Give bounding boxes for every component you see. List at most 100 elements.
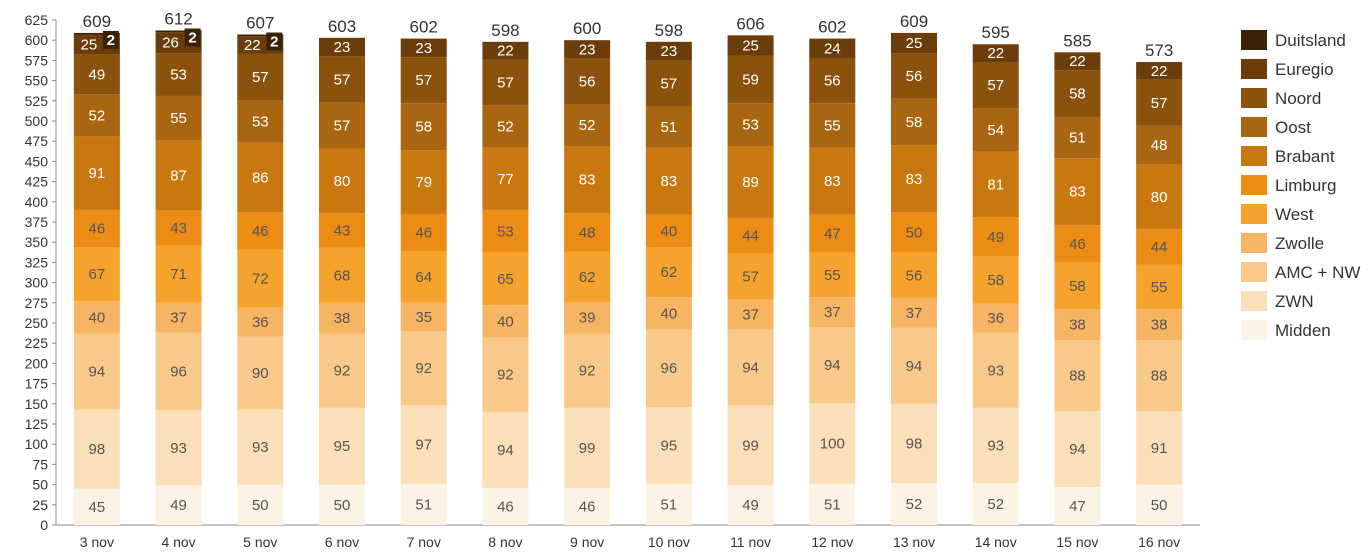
bar-segment-west bbox=[400, 251, 447, 303]
segment-value-label: 37 bbox=[742, 307, 759, 324]
legend-item: Noord bbox=[1241, 88, 1321, 108]
segment-value-label: 99 bbox=[579, 440, 596, 457]
segment-value-label: 57 bbox=[1151, 95, 1168, 112]
segment-value-label: 50 bbox=[1151, 497, 1168, 514]
segment-value-label: 22 bbox=[1151, 63, 1168, 80]
y-tick-label: 150 bbox=[25, 396, 49, 412]
segment-value-label: 49 bbox=[170, 497, 187, 514]
y-tick-label: 600 bbox=[25, 32, 49, 48]
bar-segment-zwolle bbox=[645, 297, 692, 330]
legend-item: Euregio bbox=[1241, 59, 1334, 79]
segment-value-label: 57 bbox=[415, 72, 432, 89]
segment-value-label: 80 bbox=[334, 173, 351, 190]
bar-stack: 51 100 94 37 55 47 83 55 56 24 602 bbox=[809, 18, 856, 525]
segment-value-label: 93 bbox=[170, 440, 187, 457]
segment-value-label: 68 bbox=[334, 267, 351, 284]
legend-swatch bbox=[1241, 320, 1267, 340]
bar-segment-amc-nw bbox=[482, 337, 529, 412]
segment-value-label: 43 bbox=[334, 222, 351, 239]
segment-value-label: 93 bbox=[987, 362, 1004, 379]
legend-item: Limburg bbox=[1241, 175, 1336, 195]
y-tick-label: 325 bbox=[25, 254, 49, 270]
bar-segment-amc-nw bbox=[155, 332, 202, 411]
bar-stack: 51 97 92 35 64 46 79 58 57 23 602 bbox=[400, 18, 447, 525]
bar-stack: 52 98 94 37 56 50 83 58 56 25 609 bbox=[891, 12, 937, 525]
bar-total-label: 602 bbox=[818, 18, 846, 37]
segment-value-label: 38 bbox=[1069, 317, 1086, 334]
bar-segment-oost bbox=[73, 94, 120, 137]
y-tick-label: 200 bbox=[25, 355, 49, 371]
segment-value-label: 55 bbox=[824, 267, 841, 284]
segment-value-label: 24 bbox=[824, 40, 841, 57]
segment-value-label: 23 bbox=[415, 40, 432, 57]
bar-segment-zwn bbox=[1136, 411, 1183, 485]
bar-segment-duitsland bbox=[155, 30, 202, 33]
legend-swatch bbox=[1241, 233, 1267, 253]
bar-segment-zwn bbox=[237, 409, 284, 485]
segment-value-label: 53 bbox=[497, 223, 514, 240]
bar-segment-limburg bbox=[1054, 225, 1101, 263]
bar-segment-noord bbox=[564, 58, 611, 105]
segment-value-label: 46 bbox=[497, 498, 514, 515]
bar-segment-limburg bbox=[319, 213, 365, 248]
legend-item: West bbox=[1241, 204, 1314, 224]
legend-label: Limburg bbox=[1275, 176, 1336, 195]
segment-value-label: 54 bbox=[987, 122, 1004, 139]
segment-value-label: 23 bbox=[579, 41, 596, 58]
segment-value-label: 71 bbox=[170, 266, 187, 283]
legend: Duitsland Euregio Noord Oost Brabant Limburg W… bbox=[1241, 30, 1360, 340]
bar-segment-amc-nw bbox=[400, 331, 447, 406]
segment-value-label: 46 bbox=[252, 223, 269, 240]
bar-segment-duitsland bbox=[237, 34, 284, 37]
bar-segment-oost bbox=[400, 103, 447, 151]
legend-item: Oost bbox=[1241, 117, 1311, 137]
segment-value-label: 57 bbox=[497, 75, 514, 92]
bar-segment-amc-nw bbox=[564, 333, 611, 408]
legend-swatch bbox=[1241, 291, 1267, 311]
segment-value-label: 95 bbox=[661, 437, 678, 454]
bar-segment-euregio bbox=[809, 38, 856, 58]
y-tick-label: 350 bbox=[25, 234, 49, 250]
segment-value-label: 98 bbox=[89, 441, 106, 458]
bar-stack: 51 95 96 40 62 40 83 51 57 23 598 bbox=[645, 21, 692, 525]
x-tick-label: 16 nov bbox=[1138, 534, 1180, 550]
bar-segment-euregio bbox=[1136, 62, 1183, 80]
segment-value-label: 57 bbox=[742, 269, 759, 286]
bar-segment-brabant bbox=[1054, 158, 1101, 226]
bar-segment-midden bbox=[1054, 487, 1101, 525]
legend-label: ZWN bbox=[1275, 292, 1314, 311]
bar-segment-amc-nw bbox=[237, 336, 284, 410]
legend-label: Zwolle bbox=[1275, 234, 1324, 253]
bar-segment-oost bbox=[891, 98, 937, 146]
segment-value-label: 51 bbox=[661, 119, 678, 136]
bar-segment-midden bbox=[155, 485, 202, 525]
legend-label: Midden bbox=[1275, 321, 1331, 340]
x-tick-label: 9 nov bbox=[570, 534, 604, 550]
segment-value-label: 25 bbox=[81, 37, 98, 54]
bar-segment-limburg bbox=[727, 217, 774, 254]
bar-segment-limburg bbox=[1136, 229, 1183, 265]
bar-segment-euregio bbox=[564, 40, 611, 59]
segment-value-label: 50 bbox=[906, 225, 923, 242]
bar-stack: 52 93 93 36 58 49 81 54 57 22 595 bbox=[972, 23, 1019, 525]
y-tick-label: 300 bbox=[25, 275, 49, 291]
segment-value-label: 79 bbox=[415, 174, 432, 191]
bar-total-label: 612 bbox=[164, 10, 192, 29]
segment-value-label: 94 bbox=[89, 363, 106, 380]
bar-segment-zwn bbox=[319, 407, 365, 485]
bar-segment-amc-nw bbox=[1054, 339, 1101, 412]
bar-segment-limburg bbox=[564, 213, 611, 252]
legend-swatch bbox=[1241, 262, 1267, 282]
segment-value-label: 52 bbox=[497, 119, 514, 136]
segment-value-label: 94 bbox=[742, 359, 759, 376]
bar-segment-midden bbox=[809, 483, 856, 525]
segment-value-label: 22 bbox=[987, 45, 1004, 62]
x-tick-label: 15 nov bbox=[1056, 534, 1098, 550]
bar-segment-midden bbox=[727, 485, 774, 525]
y-tick-label: 225 bbox=[25, 335, 49, 351]
x-tick-label: 12 nov bbox=[811, 534, 853, 550]
bar-segment-midden bbox=[645, 483, 692, 525]
segment-value-label: 25 bbox=[906, 35, 923, 52]
legend-item: ZWN bbox=[1241, 291, 1314, 311]
